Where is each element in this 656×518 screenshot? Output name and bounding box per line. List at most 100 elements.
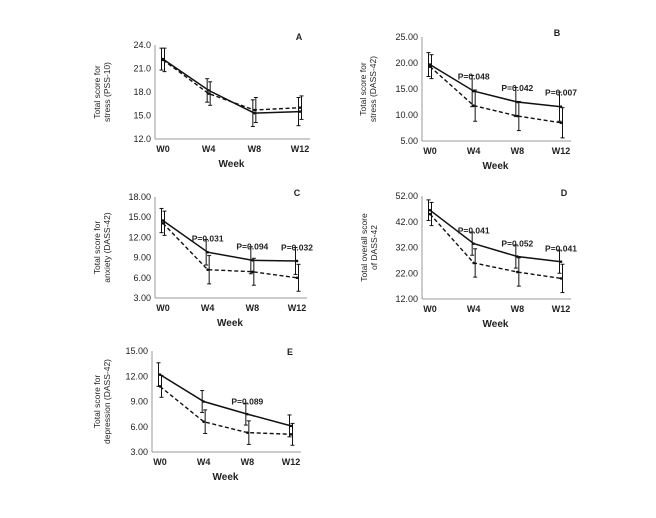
x-tick-label: W4 — [202, 144, 216, 154]
data-point-solid — [246, 412, 249, 416]
data-point-solid — [207, 89, 210, 92]
series-line-dashed — [429, 213, 562, 280]
panel-letter: B — [554, 28, 561, 38]
x-tick-label: W12 — [291, 144, 310, 154]
data-point-dashed — [251, 270, 254, 274]
data-point-dashed — [246, 431, 249, 434]
y-tick-label: 9.00 — [130, 397, 148, 407]
y-tick-label: 42.00 — [395, 217, 418, 227]
data-point-dashed — [559, 277, 563, 280]
data-point-dashed — [428, 212, 432, 216]
y-tick-label: 18.00 — [128, 192, 151, 202]
y-tick-label: 6.00 — [133, 273, 151, 283]
data-point-solid — [295, 259, 299, 263]
panel-d: 12.00 22.00 32.00 42.00 52.00 W0 W4 W8 W12 Week To… — [359, 188, 577, 330]
x-tick-label: W4 — [197, 457, 211, 467]
x-tick-label: W8 — [241, 457, 255, 467]
y-tick-label: 18.0 — [133, 87, 151, 97]
y-tick-label: 12.00 — [128, 232, 151, 242]
x-tick-label: W8 — [248, 144, 262, 154]
x-tick-label: W0 — [153, 457, 167, 467]
x-tick-label: W4 — [467, 304, 481, 314]
x-tick-label: W0 — [156, 144, 170, 154]
y-axis-label: Total overall score — [359, 213, 369, 282]
x-tick-label: W0 — [423, 304, 437, 314]
y-tick-label: 24.0 — [133, 40, 151, 50]
p-value-label: P=0.041 — [458, 226, 490, 236]
series-line-solid — [162, 219, 298, 262]
panel-c: 3.00 6.00 9.00 12.00 15.00 18.00 W0 W4 W8 W12 Week… — [92, 188, 313, 329]
panel-letter: C — [294, 188, 301, 198]
x-axis-label: Week — [213, 472, 239, 483]
data-point-dashed — [206, 268, 209, 272]
data-point-dashed — [472, 261, 475, 265]
y-tick-label: 3.00 — [130, 447, 148, 457]
y-axis-label: Total score for — [92, 65, 102, 119]
x-axis-label: Week — [219, 159, 245, 170]
y-axis-label: Total score for — [358, 62, 368, 116]
series-line-solid — [159, 373, 292, 427]
data-point-dashed — [472, 104, 475, 107]
panel-b: 5.00 10.00 15.00 20.00 25.00 W0 W4 W8 W12 Week Tot… — [358, 28, 577, 172]
p-value-label: P=0.031 — [192, 234, 224, 244]
y-tick-label: 12.00 — [395, 294, 418, 304]
data-point-solid — [161, 219, 165, 222]
data-point-solid — [559, 260, 563, 263]
data-point-solid — [428, 208, 432, 212]
y-tick-label: 20.00 — [395, 58, 418, 68]
x-tick-label: W12 — [288, 303, 307, 313]
p-value-label: P=0.048 — [458, 72, 490, 82]
series-line-dashed — [162, 59, 301, 111]
x-tick-label: W0 — [156, 303, 170, 313]
y-tick-label: 6.00 — [130, 422, 148, 432]
data-point-dashed — [161, 221, 165, 225]
data-point-solid — [251, 258, 254, 262]
data-point-dashed — [289, 433, 293, 436]
y-tick-label: 12.00 — [125, 371, 148, 381]
x-tick-label: W4 — [467, 146, 481, 156]
y-tick-label: 3.00 — [133, 293, 151, 303]
x-tick-label: W0 — [423, 146, 437, 156]
p-value-label: P=0.094 — [236, 242, 268, 252]
x-tick-label: W12 — [282, 457, 301, 467]
data-point-dashed — [202, 420, 205, 424]
y-tick-label: 15.00 — [128, 212, 151, 222]
series-line-solid — [429, 63, 562, 108]
p-value-label: P=0.041 — [545, 244, 577, 254]
y-tick-label: 10.00 — [395, 110, 418, 120]
panel-letter: D — [561, 188, 568, 198]
data-point-solid — [253, 111, 256, 115]
p-value-label: P=0.042 — [501, 83, 533, 93]
y-axis-label: of DASS-42 — [369, 225, 379, 270]
p-value-label: P=0.007 — [545, 88, 577, 98]
y-tick-label: 15.0 — [133, 111, 151, 121]
y-tick-label: 12.0 — [133, 134, 151, 144]
y-tick-label: 15.00 — [125, 346, 148, 356]
series-line-dashed — [162, 222, 298, 279]
p-value-label: P=0.032 — [281, 242, 313, 252]
y-tick-label: 32.00 — [395, 243, 418, 253]
y-tick-label: 22.00 — [395, 268, 418, 278]
y-tick-label: 15.00 — [395, 84, 418, 94]
data-point-solid — [472, 242, 475, 245]
y-tick-label: 52.00 — [395, 191, 418, 201]
data-point-dashed — [516, 270, 519, 274]
data-point-solid — [202, 400, 205, 403]
data-point-dashed — [158, 385, 162, 388]
data-point-dashed — [559, 121, 563, 125]
data-point-dashed — [207, 92, 210, 95]
x-axis-label: Week — [483, 319, 509, 330]
x-axis-label: Week — [217, 318, 243, 329]
x-tick-label: W12 — [552, 304, 571, 314]
p-value-label: P=0.089 — [231, 396, 263, 406]
data-point-solid — [428, 63, 432, 66]
series-line-solid — [162, 58, 301, 114]
data-point-dashed — [298, 106, 302, 109]
x-tick-label: W4 — [201, 303, 215, 313]
y-tick-label: 5.00 — [400, 136, 418, 146]
panel-letter: E — [287, 347, 293, 357]
y-axis-label: Total score for — [92, 375, 102, 429]
x-tick-label: W8 — [511, 304, 525, 314]
data-point-dashed — [295, 276, 299, 280]
